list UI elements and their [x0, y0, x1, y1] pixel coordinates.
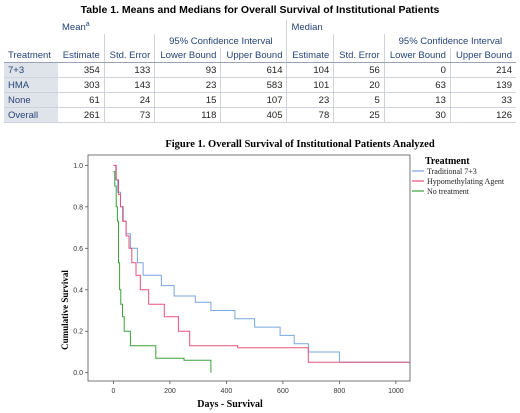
- series-line: [113, 164, 410, 363]
- table-cell: 118: [154, 107, 222, 123]
- median-ci-header: 95% Confidence Interval: [398, 35, 503, 47]
- column-header: Estimate: [286, 48, 335, 63]
- column-header: Upper Bound: [220, 48, 288, 63]
- survival-table: Meana Median 95% Confidence Interval 95%…: [4, 20, 516, 123]
- x-tick-label: 600: [277, 388, 289, 395]
- median-header: Median: [291, 21, 323, 33]
- header-blank: [4, 20, 58, 34]
- table-cell: 133: [104, 62, 156, 78]
- x-tick-label: 400: [221, 388, 233, 395]
- row-label: HMA: [4, 77, 58, 93]
- y-tick-label: 0.2: [73, 329, 83, 336]
- table-cell: 33: [450, 92, 516, 108]
- header-blank: [58, 34, 105, 48]
- column-header: Std. Error: [104, 48, 156, 63]
- y-tick-label: 1.0: [73, 163, 83, 170]
- table-cell: 303: [58, 77, 105, 93]
- column-header: Estimate: [58, 48, 105, 63]
- legend-entry: No treatment: [427, 187, 470, 196]
- plot-area: [87, 154, 411, 382]
- series-line: [113, 164, 410, 363]
- table-row: None 61 24 15 107 23 5 13 33: [4, 92, 516, 108]
- mean-footnote-marker: a: [85, 20, 90, 28]
- y-tick-label: 0.4: [73, 287, 83, 294]
- axes: 0 200 400 600 800 1000 0.0 0.2 0.4 0.6 0.8 1.0: [73, 163, 404, 395]
- table-cell: 24: [104, 92, 156, 108]
- legend-entry: Hypomethylating Agent: [427, 177, 505, 186]
- table-cell: 139: [450, 77, 516, 93]
- x-axis-label: Days - Survival: [197, 399, 263, 410]
- legend-title: Treatment: [425, 156, 470, 167]
- table-cell: 56: [333, 62, 385, 78]
- row-label: None: [4, 92, 58, 108]
- table-cell: 5: [333, 92, 385, 108]
- legend: Treatment Traditional 7+3Hypomethylating…: [412, 156, 505, 196]
- table-cell: 583: [220, 77, 288, 93]
- table-row: 7+3 354 133 93 614 104 56 0 214: [4, 62, 516, 78]
- table-cell: 107: [220, 92, 288, 108]
- column-header: Treatment: [4, 48, 58, 63]
- table-cell: 126: [450, 107, 516, 123]
- series-line: [113, 171, 212, 373]
- x-tick-label: 1000: [388, 388, 404, 395]
- y-tick-label: 0.8: [73, 204, 83, 211]
- table-cell: 78: [286, 107, 335, 123]
- table-cell: 104: [286, 62, 335, 78]
- table-cell: 23: [154, 77, 222, 93]
- table-cell: 61: [58, 92, 105, 108]
- table-cell: 214: [450, 62, 516, 78]
- table-cell: 0: [384, 62, 451, 78]
- chart-title: Figure 1. Overall Survival of Institutio…: [165, 139, 434, 150]
- table-cell: 101: [286, 77, 335, 93]
- table-cell: 63: [384, 77, 451, 93]
- column-header: Upper Bound: [450, 48, 516, 63]
- x-tick-label: 800: [334, 388, 346, 395]
- header-blank: [333, 34, 385, 48]
- mean-ci-header: 95% Confidence Interval: [154, 34, 288, 48]
- row-label: 7+3: [4, 62, 58, 78]
- table-cell: 354: [58, 62, 105, 78]
- table-cell: 15: [154, 92, 222, 108]
- survival-chart: Figure 1. Overall Survival of Institutio…: [60, 139, 505, 410]
- table-row: Overall 261 73 118 405 78 25 30 126: [4, 107, 516, 123]
- plot-border: [87, 154, 411, 382]
- table-cell: 614: [220, 62, 288, 78]
- x-tick-label: 200: [164, 388, 176, 395]
- y-axis-label: Cumulative Survival: [60, 270, 70, 350]
- table-cell: 20: [333, 77, 385, 93]
- table-cell: 30: [384, 107, 451, 123]
- table-row: HMA 303 143 23 583 101 20 63 139: [4, 77, 516, 93]
- table-cell: 13: [384, 92, 451, 108]
- y-tick-label: 0.0: [73, 370, 83, 377]
- table-cell: 143: [104, 77, 156, 93]
- column-header: Std. Error: [333, 48, 385, 63]
- table-cell: 25: [333, 107, 385, 123]
- header-blank: [4, 34, 58, 48]
- legend-entry: Traditional 7+3: [427, 167, 477, 176]
- x-tick-label: 0: [111, 388, 115, 395]
- table-title: Table 1. Means and Medians for Overall S…: [80, 4, 440, 16]
- table-cell: 73: [104, 107, 156, 123]
- row-label: Overall: [4, 107, 58, 123]
- header-blank: [104, 34, 156, 48]
- mean-header: Meana: [58, 20, 288, 34]
- table-cell: 93: [154, 62, 222, 78]
- table-cell: 261: [58, 107, 105, 123]
- y-tick-label: 0.6: [73, 246, 83, 253]
- header-blank: [286, 34, 335, 48]
- series-layer: [113, 164, 410, 373]
- column-header: Lower Bound: [384, 48, 451, 63]
- table-cell: 23: [286, 92, 335, 108]
- column-header: Lower Bound: [154, 48, 222, 63]
- table-cell: 405: [220, 107, 288, 123]
